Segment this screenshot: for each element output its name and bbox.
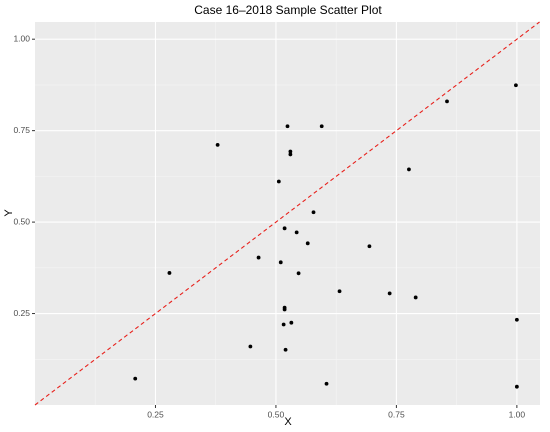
point <box>319 124 324 129</box>
point <box>283 347 288 352</box>
point <box>294 230 299 235</box>
y-tick-label: 0.50 <box>13 216 30 226</box>
point <box>248 344 253 349</box>
point <box>337 289 342 294</box>
point <box>288 152 293 157</box>
chart-title: Case 16–2018 Sample Scatter Plot <box>194 3 382 17</box>
y-tick-label: 0.75 <box>13 125 30 135</box>
point <box>311 210 316 215</box>
point <box>305 241 310 246</box>
point <box>407 167 411 172</box>
point <box>167 271 172 275</box>
point <box>324 381 329 386</box>
point <box>278 260 283 265</box>
x-axis-label: X <box>284 416 292 428</box>
point <box>289 320 294 325</box>
point <box>288 149 293 154</box>
point <box>281 322 286 327</box>
x-tick-label: 1.00 <box>509 409 526 419</box>
point <box>296 271 301 276</box>
point <box>445 99 449 104</box>
point <box>367 244 372 249</box>
y-tick-label: 0.25 <box>13 308 30 318</box>
x-tick-label: 0.50 <box>268 409 285 419</box>
point <box>282 226 287 231</box>
point <box>514 317 519 322</box>
x-tick-label: 0.75 <box>388 409 405 419</box>
point <box>282 307 287 312</box>
point <box>387 291 392 296</box>
point <box>133 376 138 381</box>
point <box>276 179 281 184</box>
point <box>215 143 220 147</box>
x-tick-label: 0.25 <box>147 409 164 419</box>
point <box>285 124 290 129</box>
point <box>256 255 261 260</box>
point <box>514 384 519 389</box>
reference-line <box>34 21 540 406</box>
y-tick-label: 1.00 <box>13 33 30 43</box>
point <box>514 83 518 88</box>
y-axis-label: Y <box>3 209 15 217</box>
point <box>413 295 418 300</box>
